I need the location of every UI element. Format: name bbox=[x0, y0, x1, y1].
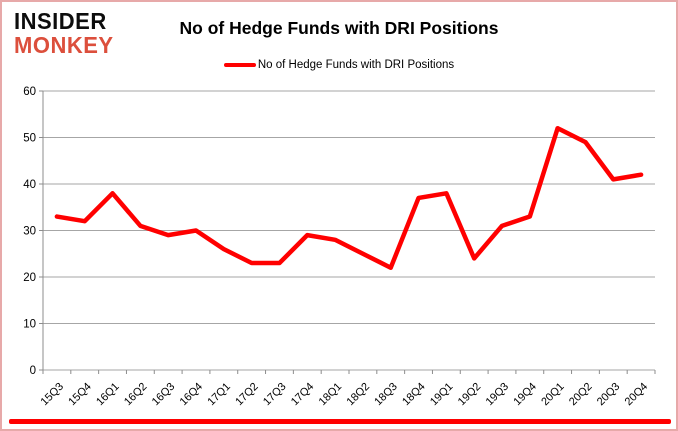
x-tick-label: 16Q4 bbox=[178, 381, 206, 409]
legend-line-swatch bbox=[223, 63, 256, 67]
x-tick-label: 17Q1 bbox=[205, 381, 233, 409]
x-tick-label: 17Q3 bbox=[261, 381, 289, 409]
y-tick-label: 0 bbox=[30, 365, 36, 377]
brand-logo-insider: INSIDER bbox=[14, 7, 107, 35]
x-tick-label: 19Q1 bbox=[428, 381, 456, 409]
bottom-red-bar bbox=[9, 419, 671, 424]
brand-logo: INSIDER MONKEY bbox=[14, 7, 114, 59]
y-tick-label: 40 bbox=[23, 179, 36, 191]
legend: No of Hedge Funds with DRI Positions bbox=[2, 59, 676, 71]
y-tick-label: 50 bbox=[23, 133, 36, 145]
x-tick-label: 18Q4 bbox=[400, 381, 428, 409]
x-tick-label: 20Q3 bbox=[595, 381, 623, 409]
x-tick-label: 17Q4 bbox=[289, 381, 317, 409]
x-tick-label: 16Q1 bbox=[94, 381, 122, 409]
x-tick-label: 16Q2 bbox=[122, 381, 150, 409]
y-tick-label: 30 bbox=[23, 226, 36, 238]
x-tick-label: 15Q4 bbox=[66, 381, 94, 409]
chart-title: No of Hedge Funds with DRI Positions bbox=[179, 18, 499, 38]
x-tick-label: 19Q2 bbox=[456, 381, 484, 409]
x-tick-label: 19Q3 bbox=[484, 381, 512, 409]
x-tick-label: 16Q3 bbox=[150, 381, 178, 409]
x-tick-label: 20Q1 bbox=[539, 381, 567, 409]
y-tick-label: 10 bbox=[23, 319, 36, 331]
data-series-line bbox=[54, 125, 644, 270]
x-tick-label: 20Q4 bbox=[623, 381, 651, 409]
x-tick-label: 18Q2 bbox=[345, 381, 373, 409]
x-tick-label: 20Q2 bbox=[567, 381, 595, 409]
x-tick-label: 19Q4 bbox=[511, 381, 539, 409]
x-tick-label: 17Q2 bbox=[233, 381, 261, 409]
y-tick-label: 60 bbox=[23, 86, 36, 98]
x-tick-label: 18Q3 bbox=[372, 381, 400, 409]
legend-label: No of Hedge Funds with DRI Positions bbox=[257, 59, 455, 71]
x-tick-label: 15Q3 bbox=[39, 381, 67, 409]
brand-logo-monkey: MONKEY bbox=[14, 31, 114, 59]
x-tick-label: 18Q1 bbox=[317, 381, 345, 409]
y-tick-label: 20 bbox=[23, 272, 36, 284]
